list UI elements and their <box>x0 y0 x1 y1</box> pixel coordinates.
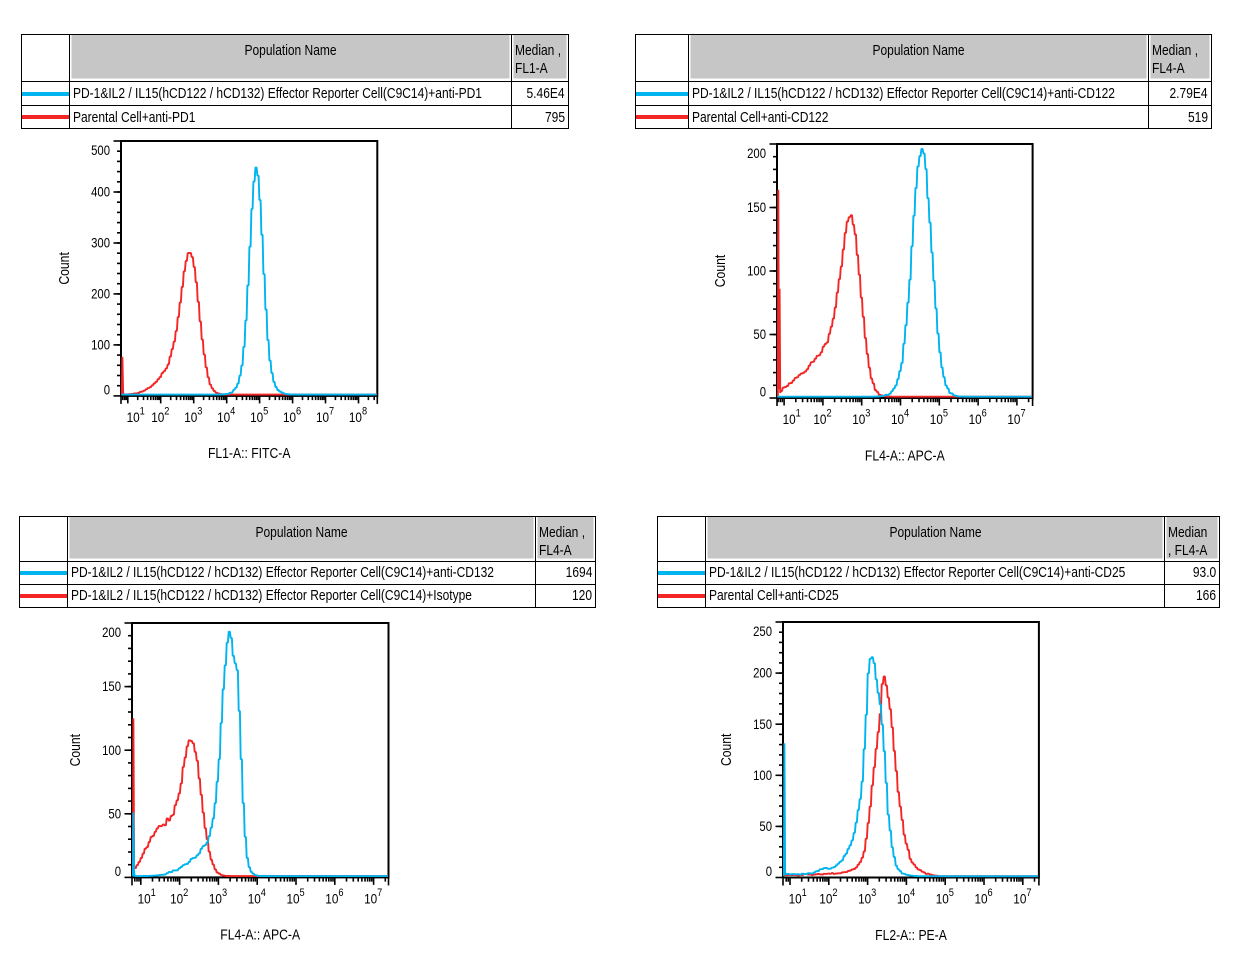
svg-text:101: 101 <box>783 407 802 426</box>
svg-text:100: 100 <box>91 337 110 352</box>
svg-text:0: 0 <box>115 864 121 879</box>
svg-text:100: 100 <box>102 743 121 758</box>
svg-text:250: 250 <box>753 624 772 639</box>
svg-text:0: 0 <box>765 864 771 879</box>
svg-text:Count: Count <box>67 734 83 767</box>
svg-text:103: 103 <box>852 407 871 426</box>
svg-text:103: 103 <box>184 406 203 425</box>
svg-text:100: 100 <box>747 263 766 278</box>
svg-text:150: 150 <box>102 680 121 695</box>
svg-text:105: 105 <box>935 888 954 907</box>
svg-text:108: 108 <box>349 406 368 425</box>
svg-text:104: 104 <box>248 888 267 907</box>
svg-text:106: 106 <box>969 407 988 426</box>
svg-text:105: 105 <box>287 888 306 907</box>
svg-text:Count: Count <box>56 252 72 285</box>
svg-text:FL4-A:: APC-A: FL4-A:: APC-A <box>221 927 301 943</box>
svg-text:104: 104 <box>217 406 236 425</box>
svg-text:100: 100 <box>753 768 772 783</box>
svg-text:101: 101 <box>126 406 145 425</box>
svg-text:FL4-A:: APC-A: FL4-A:: APC-A <box>865 447 945 463</box>
svg-text:FL2-A:: PE-A: FL2-A:: PE-A <box>875 927 947 943</box>
svg-text:106: 106 <box>326 888 345 907</box>
svg-text:0: 0 <box>103 382 109 397</box>
svg-text:0: 0 <box>760 384 766 399</box>
svg-text:103: 103 <box>858 888 877 907</box>
svg-text:50: 50 <box>109 807 122 822</box>
svg-text:150: 150 <box>747 200 766 215</box>
svg-text:104: 104 <box>891 407 910 426</box>
svg-text:Count: Count <box>712 254 728 287</box>
svg-text:107: 107 <box>316 406 335 425</box>
svg-text:102: 102 <box>151 406 170 425</box>
svg-text:103: 103 <box>209 888 228 907</box>
svg-text:200: 200 <box>91 286 110 301</box>
svg-text:Count: Count <box>718 734 734 767</box>
svg-text:102: 102 <box>819 888 838 907</box>
svg-text:200: 200 <box>753 666 772 681</box>
svg-text:107: 107 <box>364 888 383 907</box>
svg-text:200: 200 <box>747 146 766 161</box>
svg-text:50: 50 <box>754 327 767 342</box>
svg-text:300: 300 <box>91 235 110 250</box>
svg-text:107: 107 <box>1008 407 1027 426</box>
svg-text:101: 101 <box>788 888 807 907</box>
svg-text:107: 107 <box>1013 888 1032 907</box>
svg-text:400: 400 <box>91 184 110 199</box>
svg-text:102: 102 <box>170 888 189 907</box>
svg-text:500: 500 <box>91 143 110 158</box>
svg-text:106: 106 <box>283 406 302 425</box>
svg-text:106: 106 <box>974 888 993 907</box>
svg-text:105: 105 <box>930 407 949 426</box>
svg-text:105: 105 <box>250 406 269 425</box>
svg-text:150: 150 <box>753 717 772 732</box>
svg-text:FL1-A:: FITC-A: FL1-A:: FITC-A <box>208 445 291 461</box>
svg-text:104: 104 <box>897 888 916 907</box>
svg-text:101: 101 <box>138 888 157 907</box>
svg-text:50: 50 <box>759 819 772 834</box>
svg-text:200: 200 <box>102 626 121 641</box>
svg-text:102: 102 <box>814 407 833 426</box>
